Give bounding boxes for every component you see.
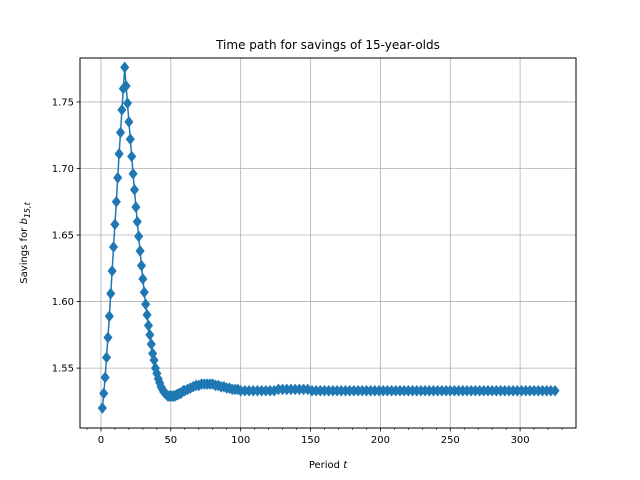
data-point-marker <box>117 103 127 116</box>
data-point-marker <box>103 331 113 344</box>
data-point-marker <box>124 115 134 128</box>
data-point-marker <box>97 402 107 414</box>
data-point-marker <box>121 80 131 92</box>
data-point-marker <box>134 230 144 243</box>
y-tick-label: 1.55 <box>52 364 74 375</box>
x-tick-label: 150 <box>301 435 320 446</box>
data-point-marker <box>127 150 137 163</box>
x-axis-label: Period t <box>309 460 348 471</box>
data-point-marker <box>110 218 120 231</box>
data-series <box>97 61 560 414</box>
data-point-marker <box>136 259 147 272</box>
axis-ticks: 0 50 100 150 200 250 300 1.55 1.60 1.65 1.70 1.75 <box>52 97 563 446</box>
data-point-marker <box>111 195 121 208</box>
data-point-marker <box>129 183 140 196</box>
x-tick-label: 200 <box>371 435 390 446</box>
data-point-marker <box>122 97 133 110</box>
x-axis-label-variable: t <box>343 460 348 471</box>
data-point-marker <box>141 298 151 311</box>
data-point-marker <box>104 310 114 323</box>
x-tick-label: 0 <box>98 435 104 446</box>
data-point-marker <box>113 171 123 184</box>
x-tick-label: 50 <box>164 435 177 446</box>
data-point-marker <box>101 351 112 364</box>
data-point-marker <box>99 387 109 400</box>
data-point-marker <box>131 201 141 213</box>
y-tick-label: 1.65 <box>52 231 74 242</box>
plot-frame <box>79 57 577 429</box>
data-point-marker <box>142 308 152 321</box>
y-axis-label: Savings for b15,t <box>19 201 32 283</box>
x-tick-label: 250 <box>441 435 460 446</box>
x-tick-label: 300 <box>511 435 530 446</box>
data-point-marker <box>107 265 117 277</box>
data-point-marker <box>128 167 138 180</box>
data-point-marker <box>135 245 145 257</box>
y-axis-label-subscript: 15,t <box>23 201 32 218</box>
data-point-marker <box>100 371 110 384</box>
grid <box>80 58 576 428</box>
data-point-marker <box>106 287 116 300</box>
data-point-marker <box>138 273 148 285</box>
data-point-marker <box>125 133 135 146</box>
data-point-marker <box>115 126 126 139</box>
y-axis-label-variable: b <box>19 218 30 224</box>
data-point-marker <box>550 384 560 397</box>
y-axis-label-text: Savings for <box>19 225 30 284</box>
x-tick-label: 100 <box>231 435 250 446</box>
y-tick-label: 1.60 <box>52 297 74 308</box>
data-point-marker <box>132 215 142 228</box>
data-point-marker <box>114 147 124 160</box>
x-axis-label-text: Period <box>309 460 343 471</box>
data-point-marker <box>139 286 149 299</box>
data-point-marker <box>108 241 119 253</box>
chart-title: Time path for savings of 15-year-olds <box>215 38 440 52</box>
y-tick-label: 1.70 <box>52 164 74 175</box>
y-tick-label: 1.75 <box>52 97 74 108</box>
data-point-marker <box>120 61 130 74</box>
